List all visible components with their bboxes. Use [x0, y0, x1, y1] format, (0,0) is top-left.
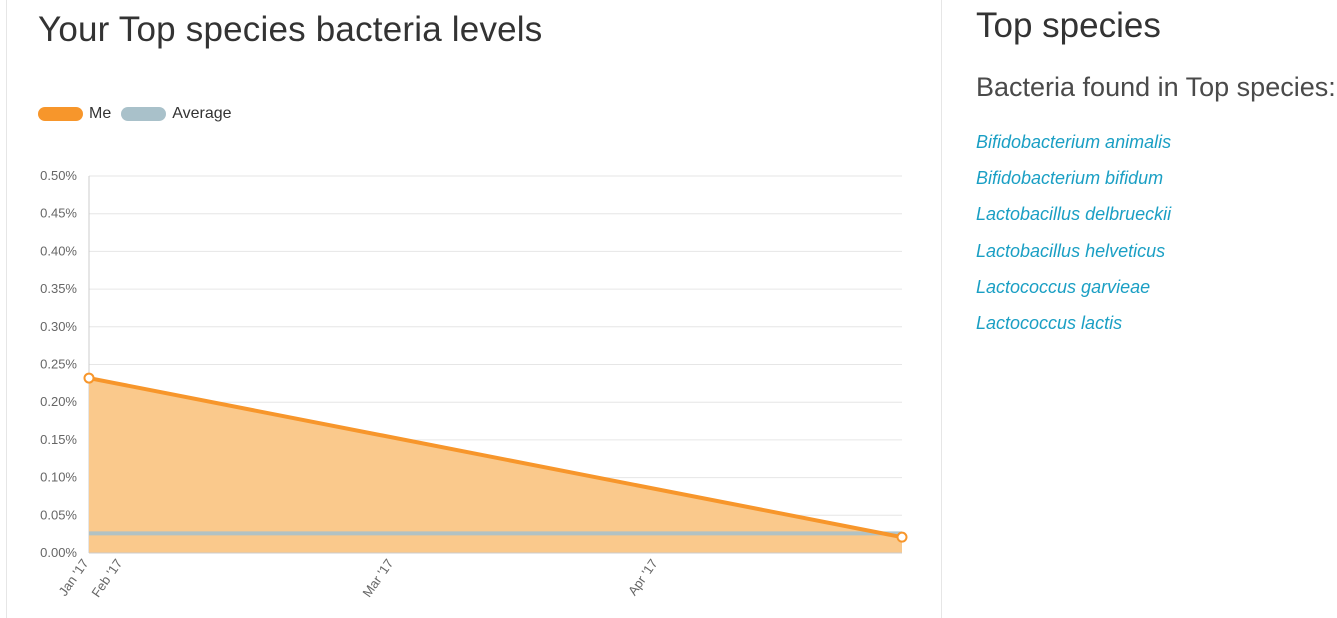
y-tick-label: 0.40% [40, 243, 77, 258]
y-tick-label: 0.25% [40, 357, 77, 372]
legend-label-average: Average [172, 105, 232, 122]
me-series-line [88, 376, 903, 540]
y-tick-label: 0.30% [40, 319, 77, 334]
chart-legend: Me Average [38, 105, 242, 123]
y-tick-label: 0.15% [40, 432, 77, 447]
species-link[interactable]: Lactococcus garvieae [976, 276, 1151, 297]
chart-title: Your Top species bacteria levels [38, 10, 543, 49]
species-link[interactable]: Lactococcus lactis [976, 312, 1123, 333]
species-link[interactable]: Bifidobacterium animalis [976, 132, 1172, 152]
species-list-item: Bifidobacterium animalis [976, 128, 1171, 164]
legend-item-average[interactable]: Average [121, 105, 232, 123]
y-tick-label: 0.00% [40, 545, 77, 560]
species-list: Bifidobacterium animalis Bifidobacterium… [976, 128, 1171, 345]
species-list-item: Lactobacillus helveticus [976, 237, 1171, 273]
y-tick-label: 0.35% [40, 281, 77, 296]
legend-swatch-average [121, 107, 167, 121]
me-data-point [896, 531, 908, 543]
species-list-item: Lactobacillus delbrueckii [976, 200, 1171, 236]
legend-swatch-me [38, 107, 83, 121]
species-list-item: Lactococcus garvieae [976, 273, 1171, 309]
column-divider [941, 0, 942, 618]
species-link[interactable]: Bifidobacterium bifidum [976, 168, 1164, 189]
me-area [89, 378, 902, 553]
sidebar-subtitle: Bacteria found in Top species: [976, 72, 1336, 102]
x-tick-label: Jan '17 [55, 556, 91, 599]
y-tick-label: 0.05% [40, 507, 77, 522]
me-data-point [83, 372, 95, 384]
species-list-item: Lactococcus lactis [976, 309, 1171, 345]
y-tick-label: 0.20% [40, 394, 77, 409]
legend-item-me[interactable]: Me [38, 105, 111, 123]
species-link[interactable]: Lactobacillus delbrueckii [976, 204, 1172, 225]
y-tick-label: 0.10% [40, 470, 77, 485]
y-tick-label: 0.50% [40, 168, 77, 183]
y-tick-label: 0.45% [40, 206, 77, 221]
x-tick-label: Apr '17 [625, 556, 661, 598]
legend-label-me: Me [89, 105, 112, 122]
x-tick-label: Mar '17 [359, 556, 396, 600]
species-list-item: Bifidobacterium bifidum [976, 164, 1171, 200]
left-border [6, 0, 7, 618]
sidebar-title: Top species [976, 6, 1161, 45]
x-tick-label: Feb '17 [88, 556, 125, 600]
species-link[interactable]: Lactobacillus helveticus [976, 240, 1166, 261]
bacteria-level-chart: 0.00% 0.05% 0.10% 0.15% 0.20% 0.25% 0.30% 0.35%… [40, 168, 908, 600]
